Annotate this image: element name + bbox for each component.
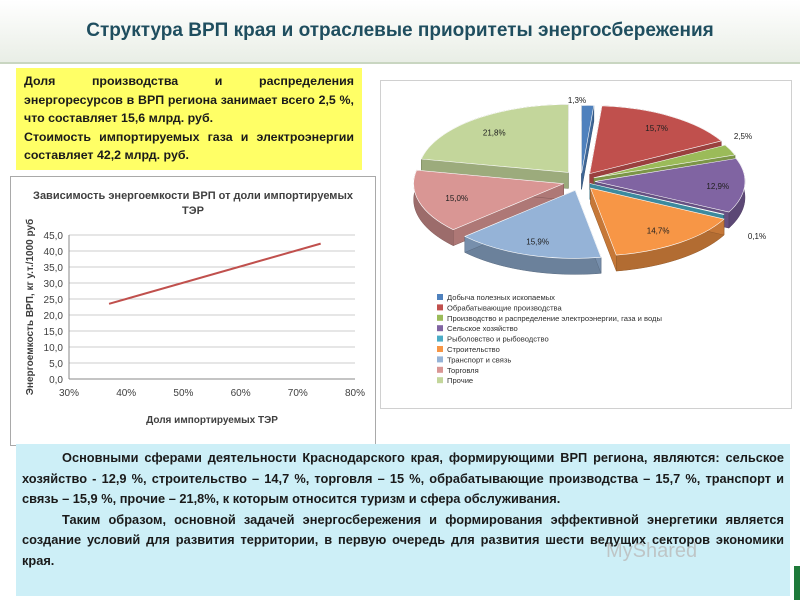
summary-conclusion: Таким образом, основной задачей энергосб… — [22, 511, 784, 568]
line-chart-y-label: Энергоемкость ВРП, кг у.т./1000 руб — [24, 219, 36, 395]
pie-slice — [589, 183, 725, 215]
page-title: Структура ВРП края и отраслевые приорите… — [86, 20, 714, 41]
line-chart-x-tick: 30% — [59, 388, 79, 399]
pie-slice — [413, 169, 564, 231]
line-chart-title-line2: ТЭР — [182, 205, 204, 217]
line-chart: Зависимость энергоемкости ВРП от доли им… — [10, 176, 376, 446]
pie-legend-swatch — [437, 314, 443, 321]
pie-slice — [581, 105, 595, 174]
pie-slice — [464, 189, 602, 259]
pie-legend-label: Торговля — [447, 366, 479, 375]
pie-slice-label: 0,1% — [748, 232, 766, 241]
line-chart-y-tick: 0,0 — [49, 375, 63, 386]
pie-legend-label: Добыча полезных ископаемых — [447, 293, 555, 302]
energy-note-share: Доля производства и распределения энерго… — [24, 74, 354, 125]
pie-legend-label: Рыболовство и рыбоводство — [447, 335, 549, 344]
corner-accent — [794, 566, 800, 600]
title-bar — [0, 0, 800, 64]
energy-note-import: Стоимость импортируемых газа и электроэн… — [24, 129, 354, 163]
pie-slice — [420, 104, 569, 173]
pie-slice — [589, 105, 722, 175]
line-chart-y-tick: 5,0 — [49, 359, 63, 370]
pie-chart-svg: 1,3% 15,7% 2,5% 12,9% 0,1% 14,7% 15,9% 15,0% 21,… — [413, 96, 766, 385]
pie-slice-label: 1,3% — [568, 96, 586, 105]
pie-legend-swatch — [437, 294, 443, 300]
line-chart-y-tick: 45,0 — [44, 231, 64, 242]
line-chart-y-tick: 40,0 — [44, 247, 64, 258]
pie-slice-label: 14,7% — [647, 227, 670, 236]
pie-slice — [593, 144, 736, 179]
pie-legend-swatch — [437, 366, 443, 373]
pie-slice-label: 2,5% — [734, 132, 752, 141]
line-chart-x-tick: 70% — [288, 388, 308, 399]
line-chart-y-tick: 35,0 — [44, 263, 64, 274]
pie-slice — [594, 158, 746, 213]
pie-legend-swatch — [437, 304, 443, 311]
line-chart-x-tick: 50% — [173, 388, 193, 399]
pie-slice-label: 15,9% — [526, 238, 549, 247]
line-chart-title-line1: Зависимость энергоемкости ВРП от доли им… — [33, 190, 354, 202]
pie-legend-label: Сельское хозяйство — [447, 324, 518, 333]
pie-slice — [590, 187, 725, 256]
pie-legend-swatch — [437, 356, 443, 363]
pie-legend-label: Строительство — [447, 345, 500, 354]
line-chart-y-tick: 30,0 — [44, 279, 64, 290]
pie-legend-swatch — [437, 377, 443, 384]
line-chart-y-tick: 25,0 — [44, 295, 64, 306]
line-chart-svg: Зависимость энергоемкости ВРП от доли им… — [24, 190, 365, 426]
pie-legend-swatch — [437, 335, 443, 342]
line-chart-y-tick: 10,0 — [44, 343, 64, 354]
pie-legend-swatch — [437, 325, 443, 332]
line-chart-y-tick: 15,0 — [44, 327, 64, 338]
pie-legend-swatch — [437, 346, 443, 352]
pie-slice-label: 12,9% — [706, 182, 729, 191]
line-chart-x-tick: 60% — [231, 388, 251, 399]
watermark: MyShared — [606, 540, 698, 562]
line-chart-y-tick: 20,0 — [44, 311, 64, 322]
pie-legend-label: Обрабатывающие производства — [447, 303, 563, 312]
energy-note: Доля производства и распределения энерго… — [16, 68, 362, 170]
pie-legend-label: Транспорт и связь — [447, 355, 511, 364]
line-chart-series-line — [108, 242, 321, 305]
pie-chart: 1,3% 15,7% 2,5% 12,9% 0,1% 14,7% 15,9% 15,0% 21,… — [380, 80, 792, 409]
pie-slice-label: 15,7% — [645, 124, 668, 133]
summary-text: Основными сферами деятельности Краснодар… — [16, 444, 790, 596]
summary-sectors: Основными сферами деятельности Краснодар… — [22, 450, 784, 506]
line-chart-x-tick: 80% — [345, 388, 365, 399]
line-chart-x-tick: 40% — [116, 388, 136, 399]
pie-slice-label: 15,0% — [445, 194, 468, 203]
pie-slice-label: 21,8% — [483, 128, 506, 137]
pie-legend-label: Производство и распределение электроэнер… — [447, 314, 662, 323]
line-chart-x-label: Доля импортируемых ТЭР — [146, 415, 278, 426]
pie-legend-label: Прочие — [447, 376, 473, 385]
